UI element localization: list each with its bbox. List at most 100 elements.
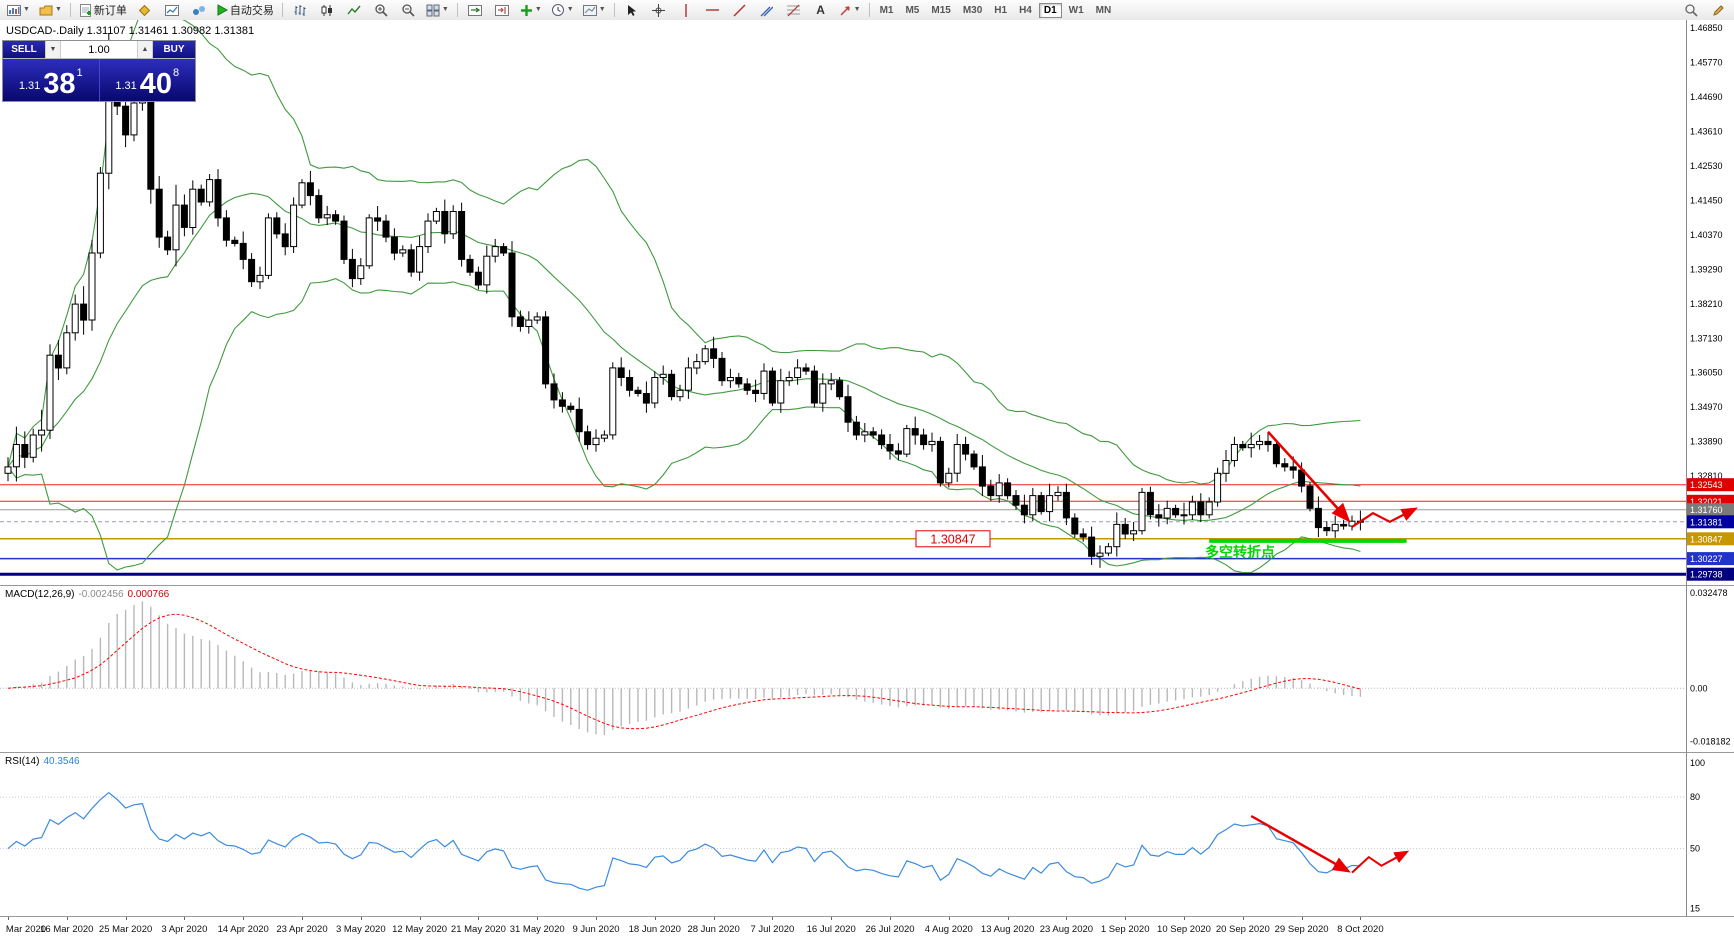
sell-price-button[interactable]: 1.31 38 1 xyxy=(3,59,99,101)
svg-text:1.39290: 1.39290 xyxy=(1690,264,1723,274)
date-tick xyxy=(419,917,421,920)
date-tick xyxy=(1184,917,1185,920)
svg-text:100: 100 xyxy=(1690,758,1705,768)
timeframe-button-m15[interactable]: M15 xyxy=(931,4,951,16)
timeframe-button-m1[interactable]: M1 xyxy=(879,4,894,16)
timeframe-button-h4[interactable]: H4 xyxy=(1019,4,1032,16)
svg-text:1.37130: 1.37130 xyxy=(1690,333,1723,343)
indicators-button[interactable]: ▼ xyxy=(516,0,546,20)
market-depth-icon xyxy=(139,4,151,16)
periods-button[interactable]: ▼ xyxy=(547,0,578,20)
date-tick xyxy=(184,917,186,920)
data-window-icon xyxy=(192,5,205,15)
chevron-down-icon: ▼ xyxy=(23,6,30,13)
toolbar-separator xyxy=(868,3,870,17)
channel-button[interactable] xyxy=(754,0,780,20)
svg-text:50: 50 xyxy=(1690,844,1700,854)
market-depth-button[interactable] xyxy=(132,0,158,20)
sell-price-prefix: 1.31 xyxy=(18,80,41,92)
date-tick xyxy=(1242,917,1244,920)
date-label: 29 Sep 2020 xyxy=(1274,924,1329,935)
timeframe-button-m30[interactable]: M30 xyxy=(962,4,983,16)
clock-icon xyxy=(551,4,564,16)
vertical-line-button[interactable] xyxy=(673,0,699,20)
svg-text:1.30847: 1.30847 xyxy=(1690,534,1723,544)
date-tick xyxy=(125,917,127,920)
autotrade-play-icon xyxy=(217,4,228,16)
chart-shift-button[interactable] xyxy=(489,0,515,20)
profiles-button[interactable]: ▼ xyxy=(35,0,66,20)
date-tick xyxy=(654,917,656,920)
text-button[interactable]: A xyxy=(808,0,834,20)
horizontal-line-button[interactable] xyxy=(700,0,726,20)
macd-panel-canvas[interactable]: 0.032478 0.00 -0.018182 xyxy=(0,585,1734,752)
timeframe-button-h1[interactable]: H1 xyxy=(994,4,1008,16)
text-tool-icon: A xyxy=(816,3,825,17)
cursor-icon xyxy=(627,4,636,16)
chevron-down-icon: ▼ xyxy=(598,6,606,13)
macd-name: MACD(12,26,9) xyxy=(5,589,75,600)
date-label: 3 Apr 2020 xyxy=(161,924,208,935)
toolbar-separator xyxy=(69,3,71,17)
data-window-button[interactable] xyxy=(186,0,212,20)
zoom-in-button[interactable] xyxy=(368,0,394,20)
tile-windows-icon xyxy=(426,4,440,16)
macd-signal-value: 0.000766 xyxy=(127,589,170,600)
vertical-line-icon xyxy=(684,3,687,17)
rsi-value: 40.3546 xyxy=(43,756,80,767)
arrows-button[interactable]: ▼ xyxy=(835,0,865,20)
autoscroll-button[interactable] xyxy=(462,0,488,20)
new-order-button[interactable]: 新订单 xyxy=(75,0,131,20)
crosshair-button[interactable] xyxy=(646,0,672,20)
svg-text:1.43610: 1.43610 xyxy=(1690,126,1723,136)
cursor-button[interactable] xyxy=(619,0,645,20)
trendline-button[interactable] xyxy=(727,0,753,20)
edit-button[interactable] xyxy=(1705,0,1731,20)
volume-decrease-button[interactable]: ▼ xyxy=(45,41,61,58)
fibonacci-button[interactable] xyxy=(781,0,807,20)
date-label: 13 Aug 2020 xyxy=(980,924,1035,935)
horizontal-line-icon xyxy=(706,9,720,11)
chart-window-button[interactable] xyxy=(159,0,185,20)
trendline-icon xyxy=(733,4,746,16)
new-chart-button[interactable]: ▼ xyxy=(3,0,34,20)
rsi-panel-canvas[interactable]: 100 80 50 15 xyxy=(0,752,1734,916)
candlestick-button[interactable] xyxy=(314,0,340,20)
autotrade-button[interactable]: 自动交易 xyxy=(213,0,278,20)
date-tick xyxy=(537,917,539,920)
chevron-down-icon: ▼ xyxy=(853,6,861,13)
toolbar-separator xyxy=(281,3,283,17)
templates-icon xyxy=(582,4,597,16)
timeframe-button-mn[interactable]: MN xyxy=(1095,4,1112,16)
date-tick xyxy=(302,917,303,920)
date-axis[interactable]: Mar 2020 16 Mar 2020 25 Mar 2020 3 Apr 2020… xyxy=(0,916,1734,943)
search-icon xyxy=(1685,4,1698,17)
main-chart-canvas[interactable]: 1.30847 多空转折点 1.46850 1.45770 1.44690 1.43610… xyxy=(0,20,1734,585)
line-chart-button[interactable] xyxy=(341,0,367,20)
date-label: 3 May 2020 xyxy=(335,924,386,935)
templates-button[interactable]: ▼ xyxy=(579,0,610,20)
sell-button[interactable]: SELL xyxy=(3,41,45,58)
date-label: 1 Sep 2020 xyxy=(1100,924,1150,935)
timeframe-button-m5[interactable]: M5 xyxy=(905,4,920,16)
bar-chart-button[interactable] xyxy=(287,0,313,20)
tile-windows-button[interactable]: ▼ xyxy=(422,0,453,20)
new-order-label: 新订单 xyxy=(93,5,127,17)
timeframe-button-d1[interactable]: D1 xyxy=(1038,2,1062,18)
volume-input[interactable]: 1.00 xyxy=(61,41,137,58)
timeframe-button-w1[interactable]: W1 xyxy=(1068,4,1084,16)
line-chart-icon xyxy=(347,5,361,14)
volume-increase-button[interactable]: ▲ xyxy=(137,41,153,58)
date-tick xyxy=(360,917,362,920)
date-label: Mar 2020 xyxy=(5,924,47,935)
svg-text:1.29738: 1.29738 xyxy=(1690,570,1723,580)
search-button[interactable] xyxy=(1678,0,1704,20)
svg-text:80: 80 xyxy=(1690,792,1700,802)
buy-button[interactable]: BUY xyxy=(153,41,195,58)
toolbar-separator xyxy=(456,3,458,17)
buy-price-button[interactable]: 1.31 40 8 xyxy=(98,59,196,101)
date-label: 9 Jun 2020 xyxy=(572,924,620,935)
svg-text:1.38210: 1.38210 xyxy=(1690,299,1723,309)
autotrade-label: 自动交易 xyxy=(229,5,274,17)
zoom-out-button[interactable] xyxy=(395,0,421,20)
